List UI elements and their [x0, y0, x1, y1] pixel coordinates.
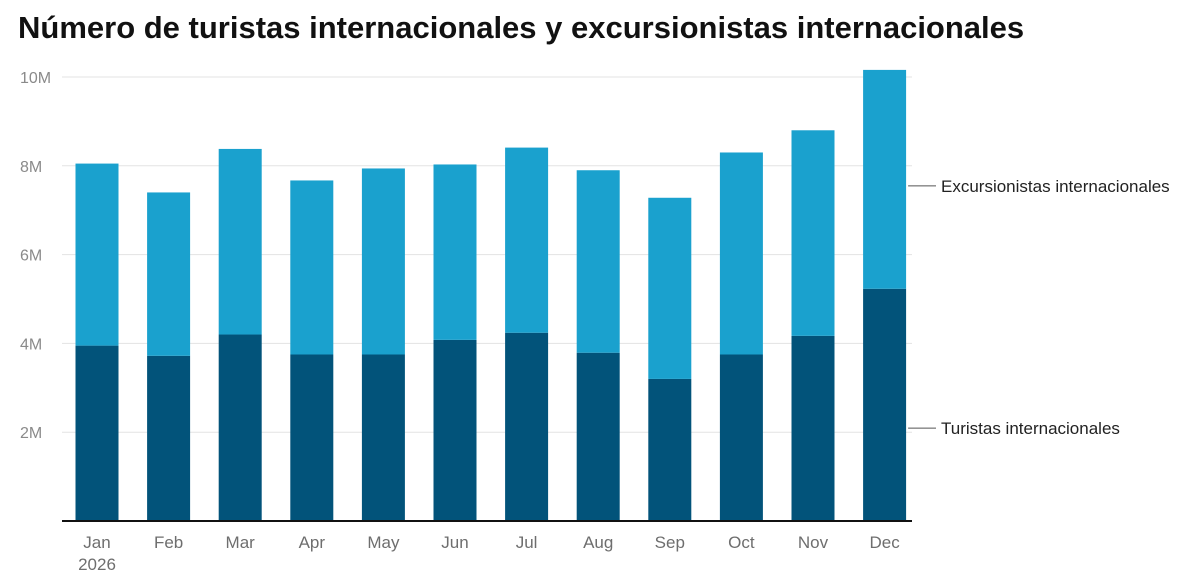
y-tick-label: 4M: [20, 336, 42, 353]
y-tick-label: 6M: [20, 248, 42, 265]
y-tick-label: 8M: [20, 159, 42, 176]
bar-excursionistas: [290, 180, 334, 355]
legend-label-turistas: Turistas internacionales: [941, 419, 1120, 438]
bar-excursionistas: [863, 69, 907, 289]
bar-excursionistas: [576, 170, 620, 353]
bar-excursionistas: [791, 130, 835, 336]
bar-turistas: [290, 354, 334, 521]
bar-turistas: [648, 378, 692, 521]
y-tick-label: 10M: [20, 70, 51, 87]
bar-turistas: [719, 354, 763, 521]
x-tick-label: Jan 2026: [78, 533, 116, 574]
legend: Turistas internacionales Excursionistas i…: [908, 177, 1170, 438]
x-tick-label: Mar: [226, 533, 256, 552]
x-tick-label: Aug: [583, 533, 613, 552]
bar-turistas: [791, 335, 835, 521]
bar-turistas: [218, 334, 262, 521]
bar-turistas: [576, 352, 620, 521]
bar-turistas: [75, 345, 119, 521]
axes: 2M 4M 6M 8M 10M Jan 2026 Feb Mar Apr May Jun Jul Aug S…: [20, 70, 912, 574]
bar-excursionistas: [433, 164, 477, 340]
grid-lines: [62, 76, 912, 433]
x-tick-label: Dec: [869, 533, 900, 552]
bar-excursionistas: [75, 163, 119, 346]
bar-excursionistas: [361, 168, 405, 355]
bar-excursionistas: [648, 197, 692, 379]
x-tick-label: May: [367, 533, 400, 552]
x-tick-label: Jul: [516, 533, 538, 552]
bar-turistas: [863, 288, 907, 521]
x-tick-label: Jun: [441, 533, 468, 552]
bars: [75, 69, 907, 521]
x-tick-label: Oct: [728, 533, 755, 552]
bar-excursionistas: [147, 192, 191, 356]
bar-excursionistas: [719, 152, 763, 355]
legend-label-excursionistas: Excursionistas internacionales: [941, 177, 1170, 196]
bar-excursionistas: [505, 147, 549, 333]
bar-excursionistas: [218, 148, 262, 335]
x-tick-label: Feb: [154, 533, 183, 552]
x-tick-label: Sep: [655, 533, 685, 552]
chart-title: Número de turistas internacionales y exc…: [18, 10, 1025, 45]
bar-turistas: [505, 332, 549, 521]
x-tick-label: Nov: [798, 533, 829, 552]
bar-turistas: [433, 339, 477, 521]
y-tick-label: 2M: [20, 425, 42, 442]
bar-turistas: [361, 354, 405, 521]
x-tick-label: Apr: [299, 533, 326, 552]
bar-turistas: [147, 355, 191, 521]
